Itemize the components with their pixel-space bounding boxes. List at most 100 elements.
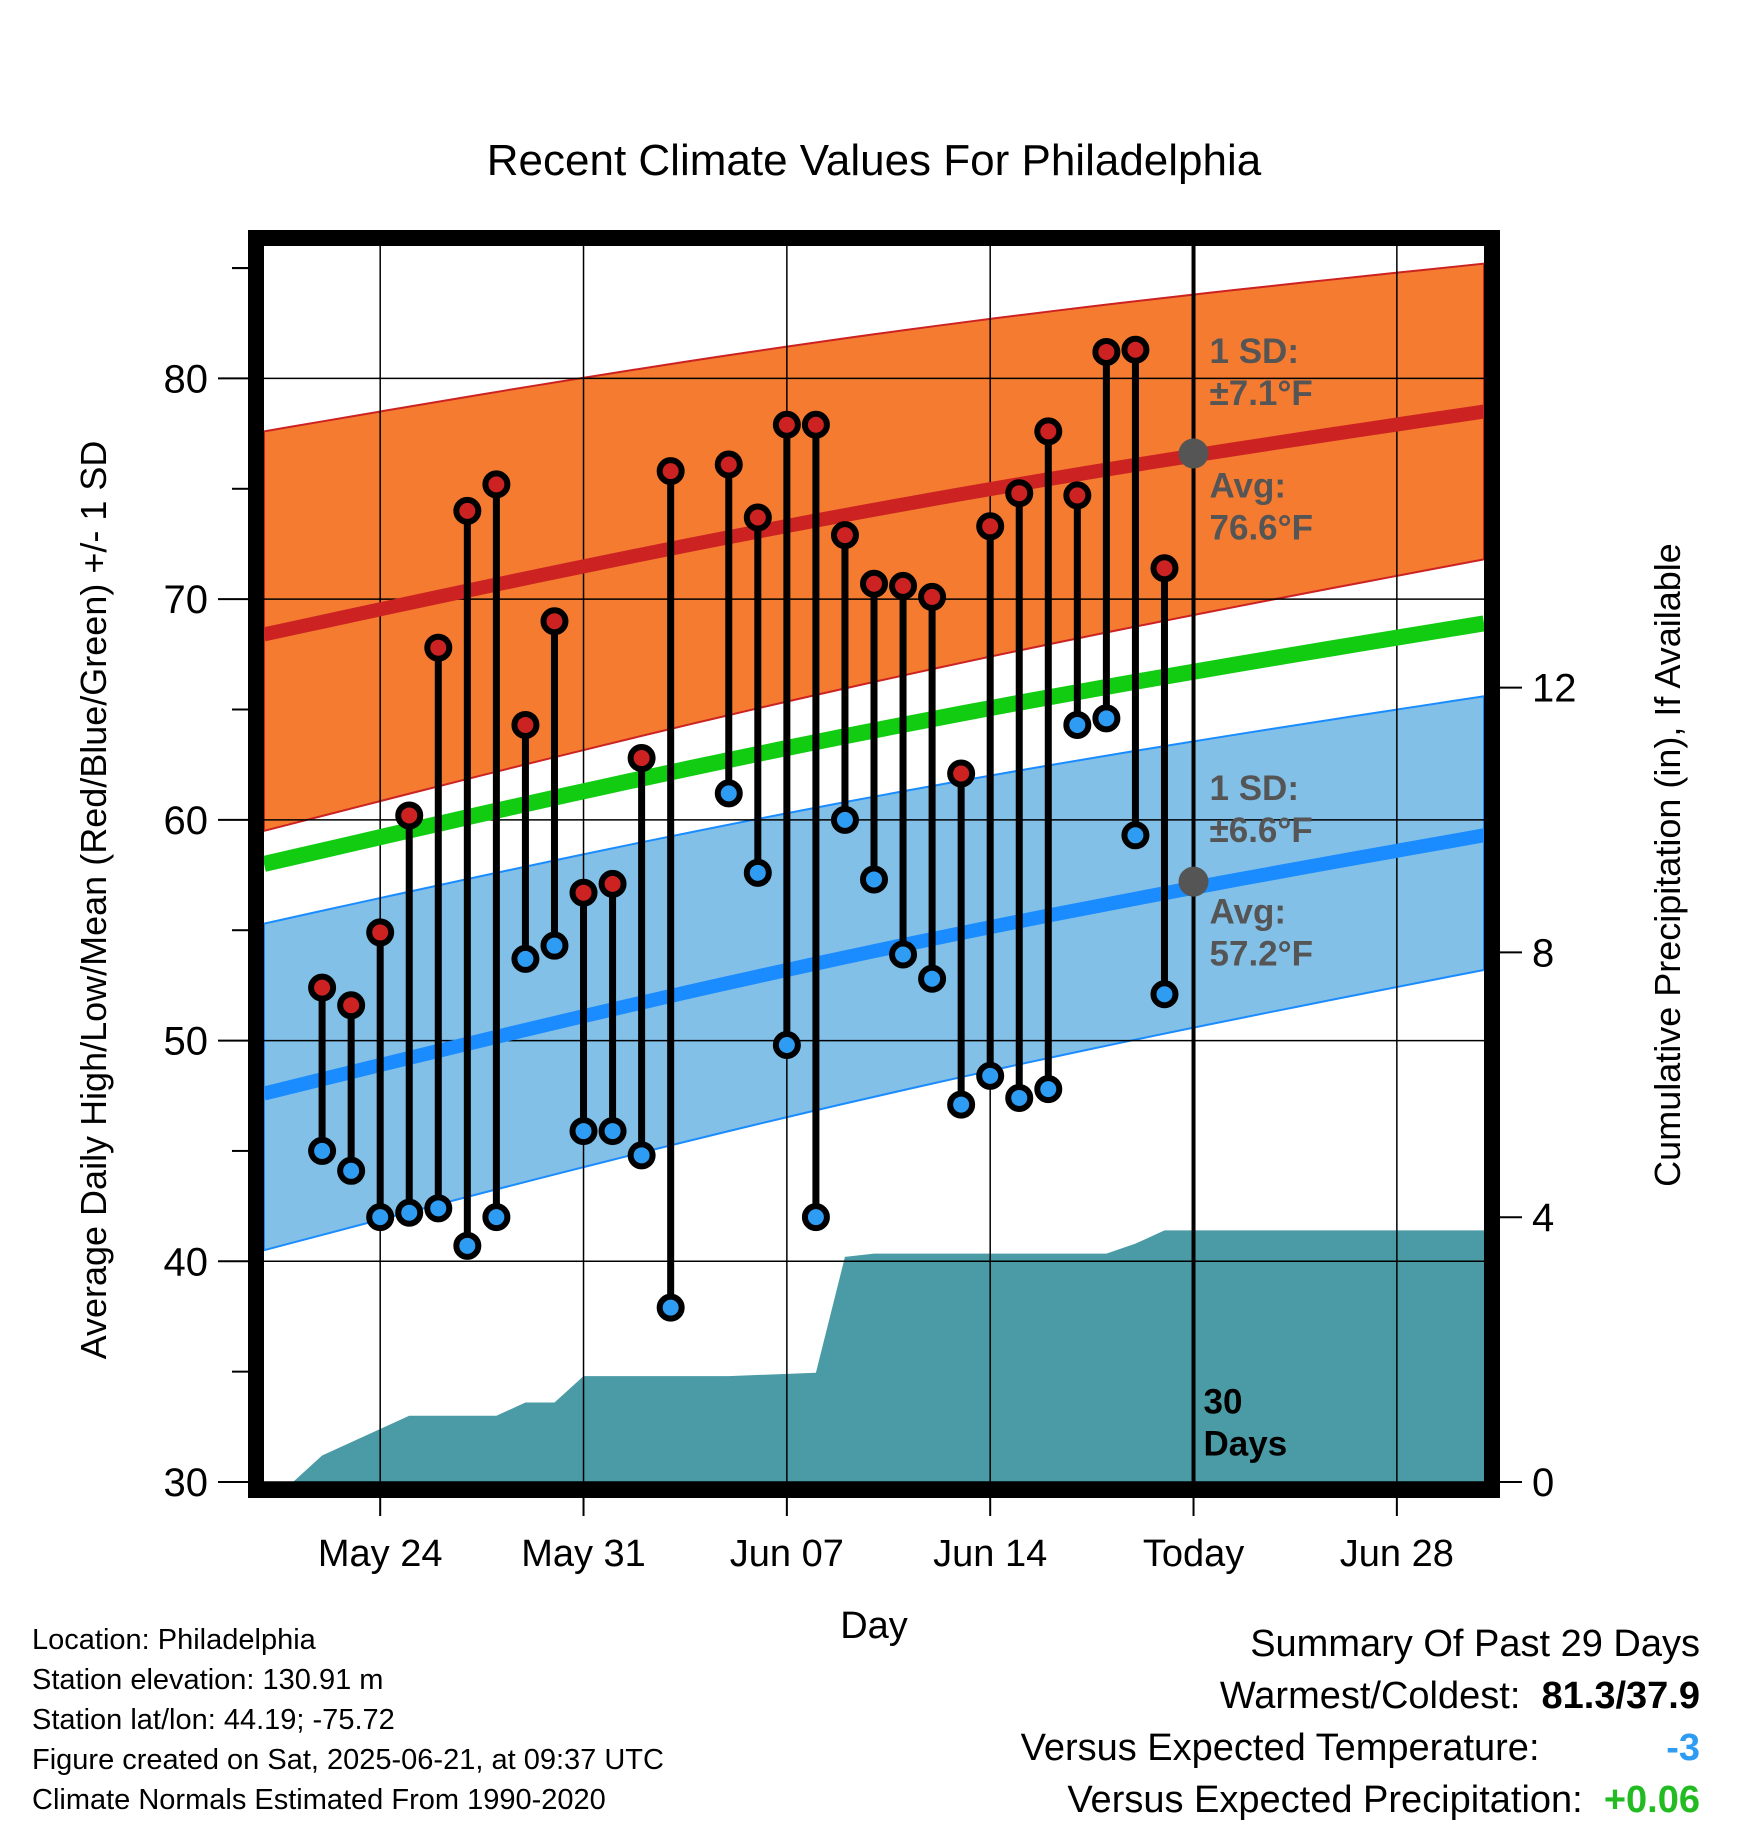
- high-point: [743, 503, 772, 532]
- high-point: [540, 607, 569, 636]
- x-tick-label: Today: [1143, 1533, 1244, 1575]
- x-tick-label: May 31: [521, 1533, 646, 1575]
- low-point: [801, 1203, 830, 1232]
- precip-value: +0.06: [1603, 1779, 1700, 1821]
- station-info: Location: Philadelphia Station elevation…: [32, 1620, 664, 1820]
- y2-axis-label: Cumulative Precipitation (in), If Availa…: [1647, 543, 1688, 1187]
- high-point: [482, 470, 511, 499]
- temp-label: Versus Expected Temperature:: [1020, 1727, 1540, 1769]
- low-point: [860, 865, 888, 894]
- high-sd-annotation-line-1: ±7.1°F: [1210, 374, 1313, 413]
- low-point: [540, 931, 569, 960]
- high-point: [1063, 481, 1092, 510]
- low-point: [743, 858, 772, 887]
- x-tick-label: Jun 28: [1340, 1533, 1454, 1575]
- today-days-label-1: Days: [1204, 1425, 1288, 1464]
- normals-text: Climate Normals Estimated From 1990-2020: [32, 1784, 606, 1816]
- high-point: [366, 918, 395, 947]
- high-point: [947, 759, 976, 788]
- warmest-label: Warmest/Coldest:: [1219, 1675, 1521, 1717]
- low-point: [1121, 821, 1150, 850]
- low-avg-annotation-line-1: 57.2°F: [1210, 935, 1314, 974]
- low-point: [482, 1203, 511, 1232]
- low-point: [569, 1117, 598, 1146]
- high-point: [308, 973, 337, 1002]
- high-point: [918, 582, 947, 611]
- high-point: [714, 450, 743, 479]
- high-point: [627, 744, 656, 773]
- created-text: Figure created on Sat, 2025-06-21, at 09…: [32, 1744, 664, 1776]
- low-point: [772, 1030, 801, 1059]
- low-point: [453, 1231, 482, 1260]
- y-tick-label: 70: [164, 578, 209, 622]
- high-point: [1034, 417, 1063, 446]
- high-point: [424, 633, 453, 662]
- low-point: [830, 805, 859, 834]
- high-point: [801, 410, 830, 439]
- precip-area: [293, 1230, 1484, 1482]
- chart-title: Recent Climate Values For Philadelphia: [487, 136, 1262, 185]
- summary-temp-row: Versus Expected Temperature: -3: [1021, 1722, 1700, 1774]
- high-point: [1005, 479, 1034, 508]
- summary-warmest-row: Warmest/Coldest: 81.3/37.9: [1021, 1670, 1700, 1722]
- high-point: [976, 512, 1005, 541]
- low-avg-annotation-line-0: Avg:: [1210, 893, 1286, 932]
- low-point: [511, 944, 540, 973]
- x-tick-label: May 24: [318, 1533, 443, 1575]
- warmest-value: 81.3/37.9: [1541, 1675, 1700, 1717]
- low-point: [308, 1136, 337, 1165]
- y-tick-label: 30: [164, 1461, 209, 1505]
- high-point: [772, 410, 801, 439]
- high-point: [830, 521, 859, 550]
- precip-label: Versus Expected Precipitation:: [1067, 1779, 1583, 1821]
- summary-precip-row: Versus Expected Precipitation: +0.06: [1021, 1774, 1700, 1826]
- elevation-text: Station elevation: 130.91 m: [32, 1664, 384, 1696]
- temp-value: -3: [1666, 1727, 1700, 1769]
- plot-frame: [248, 230, 1500, 1498]
- y-tick-label: 60: [164, 799, 209, 843]
- y2-tick-label: 12: [1532, 667, 1577, 711]
- x-axis-label: Day: [840, 1605, 908, 1647]
- x-tick-label: Jun 07: [730, 1533, 844, 1575]
- y2-tick-label: 4: [1532, 1196, 1554, 1240]
- high-sd-band: [264, 262, 1484, 832]
- low-point: [947, 1090, 976, 1119]
- latlon-text: Station lat/lon: 44.19; -75.72: [32, 1704, 395, 1736]
- high-point: [511, 710, 540, 739]
- low-point: [1092, 704, 1121, 733]
- high-point: [569, 878, 598, 907]
- y-tick-label: 80: [164, 357, 209, 401]
- y-tick-label: 50: [164, 1020, 209, 1064]
- high-point: [453, 496, 482, 525]
- low-point: [714, 779, 743, 808]
- low-point: [1150, 980, 1179, 1009]
- low-point: [1034, 1075, 1063, 1104]
- y2-tick-label: 8: [1532, 931, 1554, 975]
- low-point: [395, 1198, 424, 1227]
- low-point: [366, 1203, 395, 1232]
- low-point: [598, 1117, 627, 1146]
- low-point: [627, 1141, 656, 1170]
- high-point: [337, 991, 366, 1020]
- low-point: [918, 964, 947, 993]
- low-point: [889, 940, 918, 969]
- y-axis-label: Average Daily High/Low/Mean (Red/Blue/Gr…: [73, 441, 114, 1360]
- today-days-label-0: 30: [1204, 1383, 1243, 1422]
- low-point: [424, 1194, 453, 1223]
- today-low-avg-marker: [1178, 866, 1209, 897]
- low-point: [656, 1293, 685, 1322]
- y2-tick-label: 0: [1532, 1461, 1554, 1505]
- high-avg-annotation-line-1: 76.6°F: [1210, 509, 1314, 548]
- high-point: [889, 571, 918, 600]
- high-point: [598, 869, 627, 898]
- summary-panel: Summary Of Past 29 Days Warmest/Coldest:…: [1021, 1618, 1700, 1826]
- high-point: [1121, 335, 1150, 364]
- today-high-avg-marker: [1178, 438, 1209, 469]
- low-point: [337, 1156, 366, 1185]
- x-tick-label: Jun 14: [933, 1533, 1047, 1575]
- y-tick-label: 40: [164, 1240, 209, 1284]
- high-point: [656, 457, 685, 486]
- low-point: [1063, 710, 1092, 739]
- high-point: [1150, 554, 1179, 583]
